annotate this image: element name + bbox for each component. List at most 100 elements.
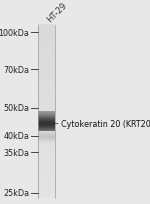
Bar [38,133,55,134]
Bar [39,124,55,126]
Bar [39,165,55,167]
Bar [38,111,55,112]
Bar [38,134,55,135]
Bar [39,112,55,114]
Bar [39,25,55,27]
Text: 70kDa: 70kDa [3,65,29,74]
Bar [39,108,55,110]
Bar [38,127,55,128]
Bar [38,128,55,129]
Bar [39,151,55,154]
Bar [38,132,55,133]
Bar [39,186,55,188]
Bar [38,124,55,125]
Bar [39,75,55,78]
Bar [38,131,55,132]
Text: 25kDa: 25kDa [3,188,29,197]
Bar [38,122,55,123]
Text: 40kDa: 40kDa [3,132,29,141]
Bar [39,41,55,43]
Bar [38,132,55,133]
Bar [39,172,55,174]
Bar [38,26,55,31]
Bar [39,37,55,40]
Bar [39,134,55,136]
Bar [38,133,55,134]
Bar [39,82,55,84]
Bar [39,63,55,65]
Bar [39,122,55,124]
Bar [39,81,55,83]
Bar [39,94,55,96]
Bar [39,62,55,64]
Bar [39,183,55,185]
Text: HT-29: HT-29 [46,1,69,24]
Bar [38,118,55,119]
Bar [39,196,55,198]
Bar [39,129,55,131]
Bar [39,119,55,121]
Text: 100kDa: 100kDa [0,29,29,38]
Bar [39,153,55,155]
Bar [38,130,55,131]
Bar [39,113,55,115]
Bar [38,141,55,142]
Bar [38,136,55,137]
Bar [38,129,55,130]
Bar [39,193,55,195]
Bar [38,134,55,135]
Bar [39,176,55,178]
Bar [38,122,55,123]
Bar [38,125,55,126]
Bar [38,120,55,121]
Bar [39,55,55,57]
Bar [38,121,55,122]
Bar [39,138,55,140]
Bar [38,131,55,132]
Bar [39,136,55,138]
Bar [39,39,55,41]
Bar [38,115,55,116]
Bar [39,89,55,91]
Bar [39,177,55,180]
Bar [38,135,55,136]
Bar [38,138,55,139]
Bar [39,160,55,162]
Bar [39,164,55,166]
Bar [38,120,55,121]
Bar [39,110,55,112]
Bar [39,105,55,107]
Bar [39,146,55,148]
Bar [39,127,55,129]
Bar [38,115,55,116]
Bar [39,77,55,79]
Bar [39,143,55,145]
Bar [39,29,55,31]
Bar [39,181,55,183]
Bar [39,34,55,36]
Bar [39,67,55,69]
Bar [39,96,55,98]
Bar [38,137,55,138]
Bar [39,86,55,88]
Bar [38,117,55,118]
Bar [38,134,55,135]
Bar [39,88,55,90]
Bar [39,46,55,48]
Bar [38,129,55,130]
Text: Cytokeratin 20 (KRT20): Cytokeratin 20 (KRT20) [55,120,150,129]
Bar [39,106,55,109]
Bar [39,184,55,186]
Bar [39,32,55,34]
Bar [38,116,55,117]
Bar [39,57,55,59]
Bar [38,131,55,132]
Bar [39,139,55,141]
Bar [38,118,55,119]
Bar [38,135,55,136]
Bar [39,58,55,60]
Bar [39,158,55,161]
Bar [39,155,55,157]
Bar [39,115,55,117]
Bar [39,101,55,103]
